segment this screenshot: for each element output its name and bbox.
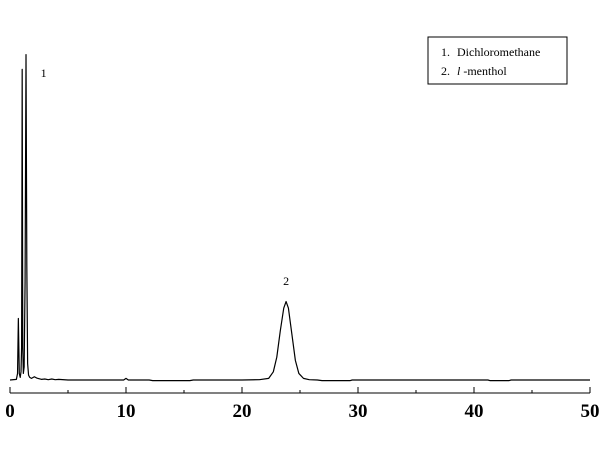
trace-layer: [9, 54, 590, 382]
x-tick-label: 50: [581, 401, 600, 422]
peak-label-2: 2: [283, 274, 289, 288]
legend-item-2: 2. l -menthol: [441, 64, 507, 78]
legend-item-1: 1. Dichloromethane: [441, 45, 540, 59]
x-tick-label: 40: [465, 401, 484, 422]
peak-label-1: 1: [41, 66, 47, 80]
legend-item-2-number: 2.: [441, 64, 450, 78]
legend-box: [427, 36, 568, 85]
legend-item-2-name-italic: l: [457, 64, 461, 78]
x-tick-label: 20: [233, 401, 252, 422]
x-tick-label: 10: [117, 401, 136, 422]
x-tick-label: 30: [349, 401, 368, 422]
legend-item-2-name: -menthol: [463, 64, 507, 78]
x-tick-label: 0: [5, 401, 15, 422]
peak-labels: 12: [41, 66, 289, 288]
legend-item-1-number: 1.: [441, 45, 450, 59]
x-axis: 0 10 20 30 40 50: [5, 387, 600, 422]
chromatogram-trace-1: [9, 54, 590, 382]
legend-item-1-name: Dichloromethane: [457, 45, 540, 59]
legend: 1. Dichloromethane 2. l -menthol: [427, 36, 568, 85]
